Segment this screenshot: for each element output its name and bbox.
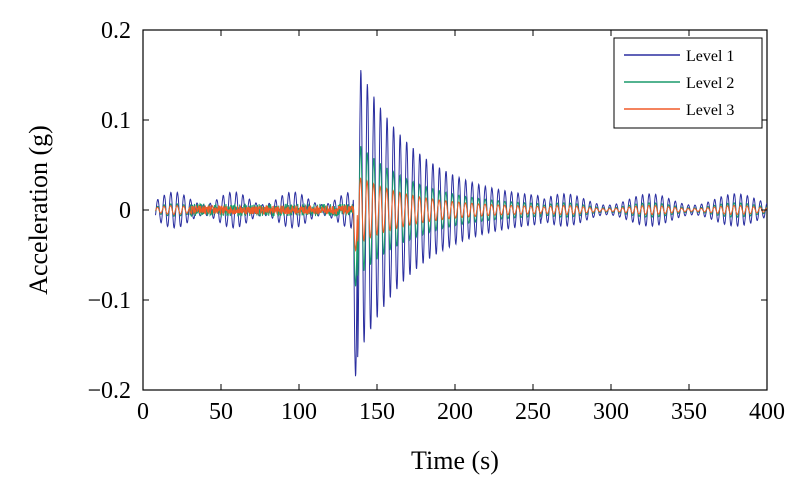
y-axis-title: Acceleration (g)	[24, 125, 53, 295]
x-tick-label: 350	[671, 399, 707, 425]
x-tick-label: 0	[137, 399, 149, 425]
x-tick-label: 100	[281, 399, 317, 425]
series-line-level-2	[155, 145, 767, 287]
y-tick-label: −0.2	[87, 378, 131, 404]
x-tick-label: 200	[437, 399, 473, 425]
x-tick-label: 150	[359, 399, 395, 425]
axis-ticks	[142, 29, 768, 391]
x-tick-label: 250	[515, 399, 551, 425]
x-tick-label: 300	[593, 399, 629, 425]
legend: Level 1 Level 2 Level 3	[613, 37, 763, 129]
series-group	[155, 70, 767, 377]
legend-label-level-1: Level 1	[686, 48, 734, 65]
y-axis-tick-labels: −0.2 −0.1 0 0.1 0.2	[87, 18, 131, 404]
x-axis-tick-labels: 0 50 100 150 200 250 300 350 400	[137, 399, 785, 425]
y-tick-label: 0.2	[101, 18, 131, 44]
y-tick-label: −0.1	[87, 288, 131, 314]
legend-label-level-3: Level 3	[686, 102, 734, 119]
x-tick-label: 50	[209, 399, 233, 425]
series-line-level-3	[155, 177, 767, 253]
x-tick-label: 400	[749, 399, 785, 425]
x-axis-title: Time (s)	[411, 446, 499, 475]
legend-box	[613, 37, 763, 129]
y-tick-label: 0	[119, 198, 131, 224]
y-tick-label: 0.1	[101, 108, 131, 134]
legend-label-level-2: Level 2	[686, 75, 734, 92]
